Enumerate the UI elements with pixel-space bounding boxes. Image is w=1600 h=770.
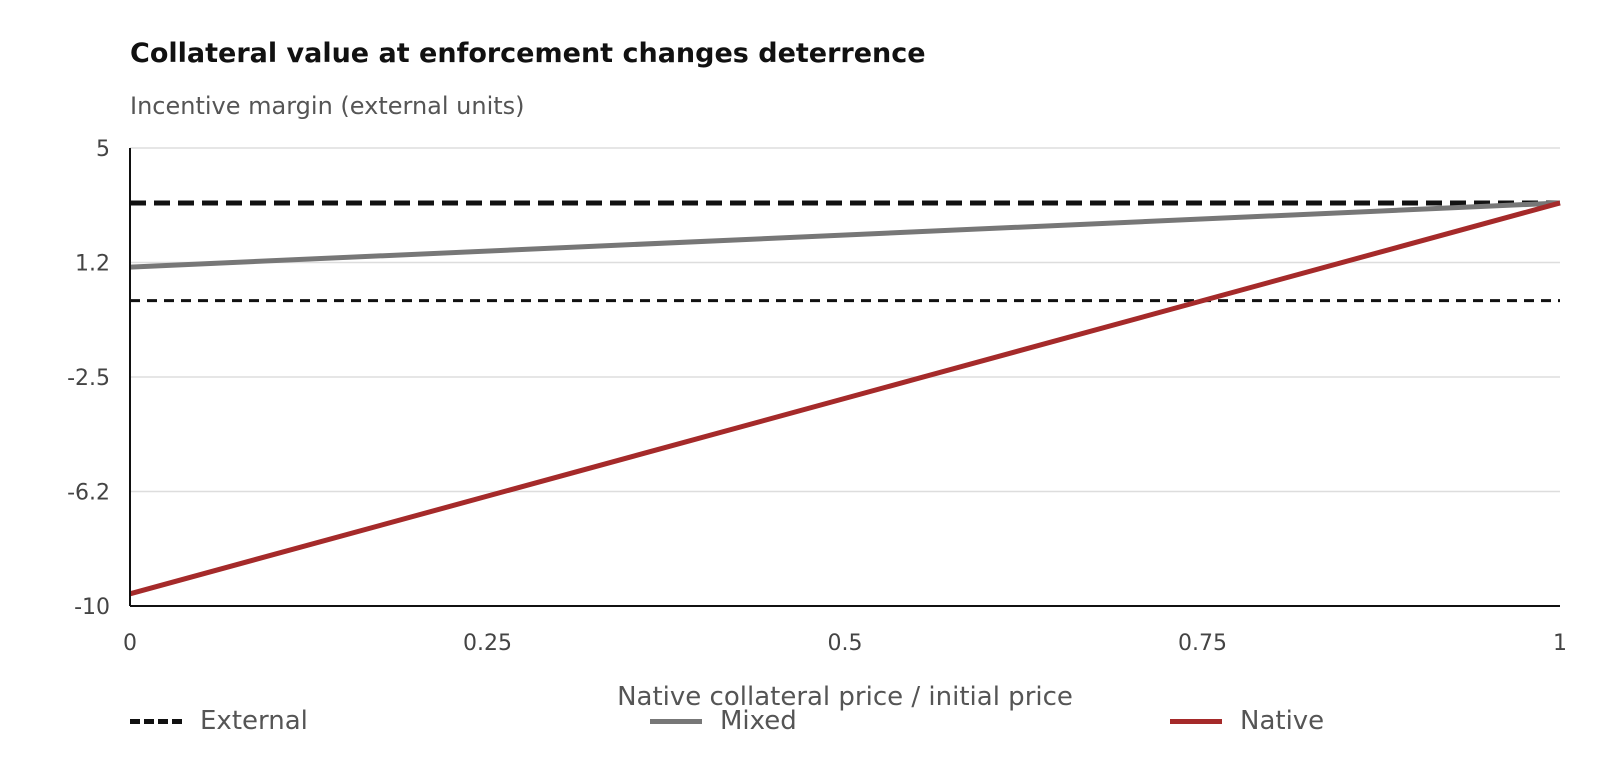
x-tick-label-2: 0.5 xyxy=(828,631,863,656)
legend: External Mixed Native xyxy=(130,706,1560,740)
x-tick-labels: 0 0.25 0.5 0.75 1 xyxy=(123,631,1567,656)
series-native-line xyxy=(129,200,1561,597)
x-axis-label: Native collateral price / initial price xyxy=(617,682,1073,712)
series-mixed-line xyxy=(129,200,1561,270)
chart-title: Collateral value at enforcement changes … xyxy=(130,38,926,69)
legend-label-external: External xyxy=(200,706,308,736)
legend-swatch-external xyxy=(130,718,182,724)
axes xyxy=(129,148,1560,607)
y-tick-label-2: -2.5 xyxy=(67,366,110,391)
legend-item-mixed: Mixed xyxy=(650,706,797,736)
x-tick-label-3: 0.75 xyxy=(1178,631,1227,656)
legend-item-native: Native xyxy=(1170,706,1324,736)
y-tick-labels: -10 -6.2 -2.5 1.2 5 xyxy=(67,137,110,620)
x-tick-label-0: 0 xyxy=(123,631,137,656)
y-tick-label-1: -6.2 xyxy=(67,481,110,506)
series-lines xyxy=(129,200,1561,597)
legend-label-mixed: Mixed xyxy=(720,706,797,736)
legend-label-native: Native xyxy=(1240,706,1325,736)
legend-swatch-native xyxy=(1170,718,1222,724)
legend-swatch-mixed xyxy=(650,718,702,724)
y-tick-label-3: 1.2 xyxy=(75,252,110,277)
chart-subtitle: Incentive margin (external units) xyxy=(130,92,525,120)
x-tick-label-4: 1 xyxy=(1553,631,1567,656)
y-tick-label-0: -10 xyxy=(74,595,110,620)
y-tick-label-4: 5 xyxy=(96,137,110,162)
x-tick-label-1: 0.25 xyxy=(463,631,512,656)
legend-item-external: External xyxy=(130,706,308,736)
